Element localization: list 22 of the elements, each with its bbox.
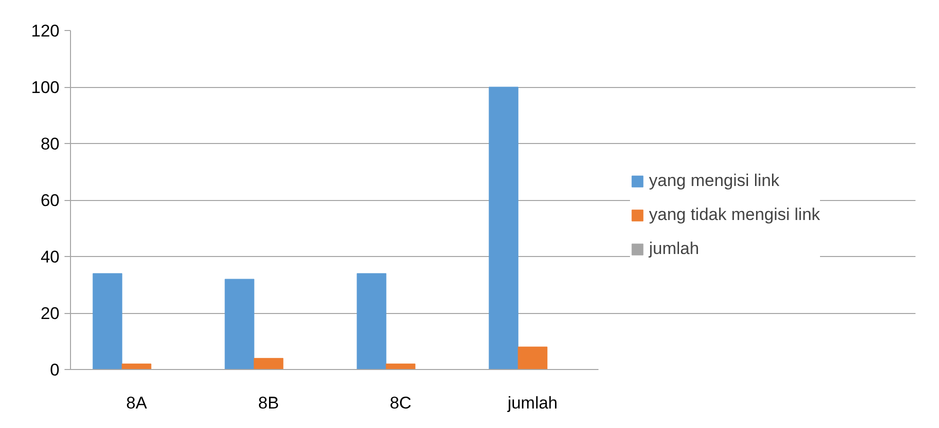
bar: [386, 364, 416, 370]
bar: [356, 273, 386, 370]
x-tick-label: 8C: [390, 394, 412, 412]
legend-label: jumlah: [649, 239, 700, 259]
bar: [122, 364, 152, 370]
legend-label: yang tidak mengisi link: [649, 205, 820, 225]
bar: [488, 86, 518, 370]
bar: [224, 278, 254, 370]
x-tick-label: 8A: [126, 394, 148, 412]
x-tick-label: jumlah: [506, 394, 558, 412]
y-tick-label: 0: [50, 360, 60, 380]
y-tick-label: 20: [40, 304, 60, 323]
y-tick-label: 100: [31, 78, 60, 97]
bar: [92, 273, 122, 370]
bar: [254, 358, 284, 370]
x-tick-label: 8B: [258, 394, 279, 412]
legend-label: yang mengisi link: [649, 171, 780, 191]
y-tick-label: 40: [40, 248, 60, 266]
y-tick-label: 80: [40, 134, 60, 154]
y-tick-label: 120: [31, 22, 60, 40]
bar: [518, 346, 548, 370]
y-tick-label: 60: [40, 191, 60, 210]
